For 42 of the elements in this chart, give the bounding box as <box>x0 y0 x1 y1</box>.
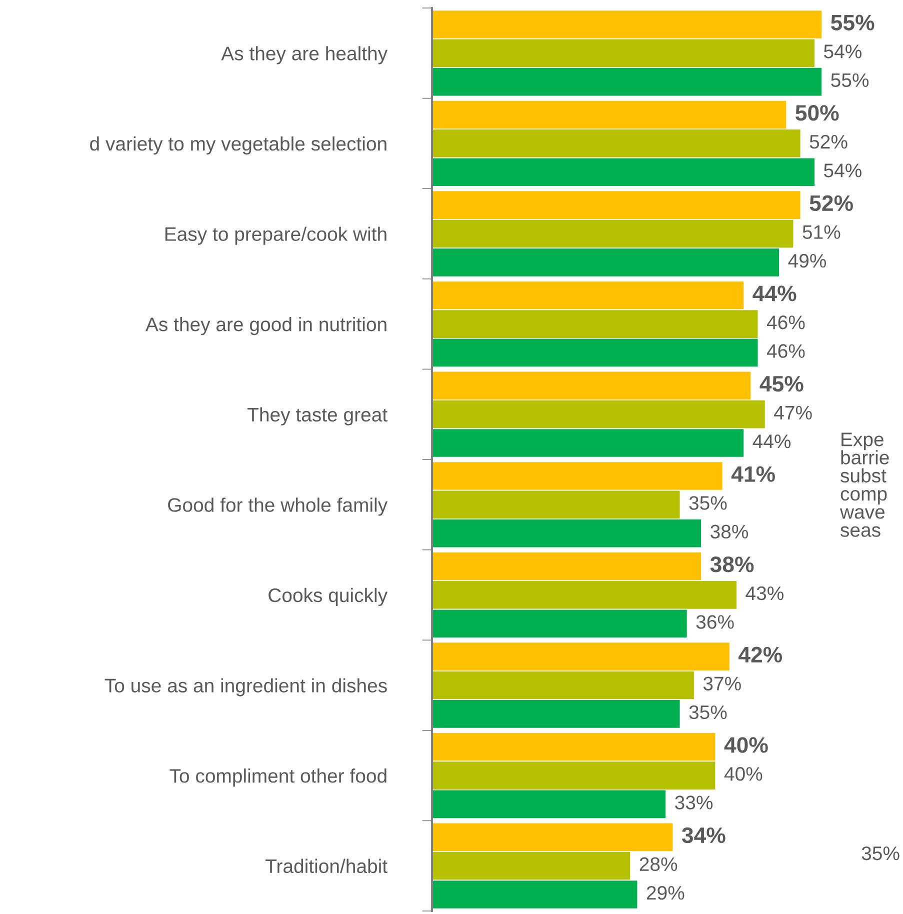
data-label: 29% <box>646 886 684 900</box>
y-tick-label: They taste great <box>248 407 388 426</box>
y-tick-label: d variety to my vegetable selection <box>90 136 386 155</box>
data-label: 44% <box>752 286 796 302</box>
data-label: 28% <box>640 857 678 872</box>
y-tick-label: As they are healthy <box>221 46 388 64</box>
data-label: 37% <box>703 676 741 690</box>
text: Expe barrie subst comp wave seas <box>840 432 889 537</box>
y-tick-label: As they are good in nutrition <box>145 317 386 336</box>
data-label: 40% <box>724 737 768 753</box>
data-label: 46% <box>766 344 805 358</box>
data-label: 43% <box>746 586 784 600</box>
y-tick-label: Cooks quickly <box>268 588 388 606</box>
data-label: 38% <box>710 556 754 572</box>
data-label: 52% <box>810 195 853 212</box>
data-label: 38% <box>710 524 748 539</box>
text: 35% <box>862 846 900 860</box>
data-label: 54% <box>824 164 862 178</box>
y-tick-label: To use as an ingredient in dishes <box>104 678 387 696</box>
data-label: 40% <box>724 767 762 781</box>
data-label: 35% <box>689 496 727 510</box>
y-tick-label: To compliment other food <box>170 768 386 787</box>
y-tick-label: Good for the whole family <box>168 498 388 516</box>
data-label: 41% <box>731 466 775 482</box>
y-tick-label: Tradition/habit <box>266 858 388 874</box>
data-label: 52% <box>810 134 848 149</box>
data-label: 33% <box>675 796 713 810</box>
data-label: 44% <box>752 434 791 448</box>
data-label: 34% <box>682 827 726 844</box>
y-tick-label: Easy to prepare/cook with <box>165 226 386 245</box>
data-label: 55% <box>831 14 874 30</box>
data-label: 49% <box>788 254 826 268</box>
data-label: 35% <box>689 705 727 720</box>
data-label: 47% <box>774 406 812 420</box>
data-label: 36% <box>696 615 734 629</box>
data-label: 46% <box>766 316 805 330</box>
data-label: 54% <box>824 44 862 58</box>
data-label: 51% <box>802 225 840 239</box>
data-label: 42% <box>738 646 782 663</box>
data-label: 55% <box>831 73 869 88</box>
data-label: 50% <box>796 105 839 121</box>
data-label: 45% <box>760 376 804 392</box>
